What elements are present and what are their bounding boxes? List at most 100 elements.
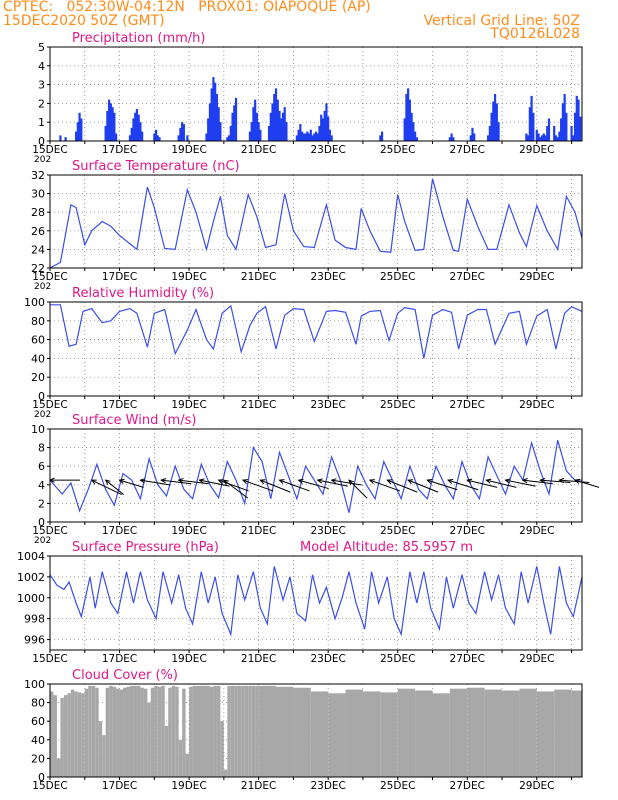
precip-bar: [179, 127, 182, 141]
cloud-bar: [112, 686, 117, 777]
precip-bar: [295, 135, 298, 141]
cloud-bar: [105, 687, 110, 777]
precip-bar: [490, 112, 493, 141]
precip-bar: [302, 133, 305, 141]
y-tick-label: 5: [38, 41, 45, 54]
precip-bar: [309, 129, 312, 141]
precip-bar: [280, 118, 283, 141]
y-tick-label: 1002: [17, 571, 45, 584]
precip-bar: [405, 94, 408, 141]
precip-bar: [108, 99, 111, 141]
x-tick-label: 27DEC: [450, 144, 485, 156]
wind-arrow-shaft: [161, 479, 192, 485]
cloud-bar: [202, 685, 207, 777]
precip-bar: [379, 135, 382, 141]
wind-arrow-shaft: [540, 479, 571, 484]
year-label-fragment: 202: [34, 536, 51, 546]
cloud-bar: [171, 685, 176, 777]
cloud-bar: [415, 690, 433, 777]
x-tick-label: 19DEC: [171, 144, 206, 156]
cloud-bar: [199, 685, 203, 777]
precip-bar: [530, 95, 533, 141]
x-tick-label: 21DEC: [241, 271, 276, 283]
y-tick-label: 4: [38, 60, 45, 73]
precip-bar: [214, 82, 217, 141]
precip-bar: [226, 137, 229, 141]
precip-bar: [579, 116, 582, 141]
cloud-bar: [449, 688, 468, 777]
precip-bar: [269, 112, 272, 141]
panel-title: Relative Humidity (%): [72, 286, 214, 301]
cloud-bar: [241, 685, 245, 777]
precip-bar: [471, 127, 474, 141]
cloud-bar: [397, 688, 416, 777]
x-tick-label: 23DEC: [310, 399, 345, 411]
x-tick-label: 29DEC: [519, 271, 554, 283]
precip-bar: [271, 103, 274, 141]
wind-arrow-head: [104, 479, 111, 485]
cloud-bar: [60, 697, 64, 777]
precip-bar: [283, 107, 286, 141]
panel-frame: [49, 555, 583, 651]
y-tick-label: 8: [38, 442, 45, 455]
precip-bar: [299, 124, 302, 141]
wind-arrow-head: [504, 478, 511, 484]
y-tick-label: 1: [38, 116, 45, 129]
y-tick-label: 996: [24, 634, 45, 647]
x-tick-label: 15DEC: [32, 525, 67, 537]
precip-bar: [328, 129, 332, 141]
cloud-bar: [150, 687, 155, 777]
precip-bar: [448, 137, 451, 141]
cloud-bar: [244, 685, 249, 777]
precip-bar: [542, 133, 545, 141]
cloud-bar: [154, 685, 158, 777]
cloud-bar: [91, 685, 96, 777]
precip-bar: [276, 99, 279, 141]
x-tick-label: 27DEC: [450, 780, 485, 792]
precip-bar: [321, 118, 325, 141]
precip-bar: [469, 135, 472, 141]
precip-bar: [109, 103, 112, 141]
wind-arrow-shaft: [223, 479, 249, 499]
precip-bar: [532, 112, 535, 141]
precip-bar: [304, 133, 307, 141]
precip-bar: [111, 107, 114, 141]
precip-bar: [450, 133, 453, 141]
y-tick-label: 100: [24, 678, 45, 691]
cloud-bar: [276, 686, 294, 777]
precip-bar: [252, 107, 255, 141]
y-tick-label: 80: [31, 315, 45, 328]
wind-arrow-head: [447, 479, 454, 484]
precip-bar: [212, 77, 215, 141]
y-tick-label: 0: [38, 516, 45, 529]
panel-temp: [47, 174, 583, 271]
y-tick-label: 0: [38, 390, 45, 403]
cloud-bar: [328, 693, 346, 777]
cloud-bar: [84, 688, 89, 777]
cloud-bar: [182, 688, 186, 777]
cloud-bar: [362, 691, 381, 777]
cloud-bar: [53, 695, 57, 777]
precip-bar: [413, 131, 417, 141]
cloud-bar: [536, 691, 555, 777]
model-altitude-label: Model Altitude: 85.5957 m: [300, 540, 473, 555]
cloud-bar: [147, 702, 151, 777]
wind-arrow-shaft: [298, 479, 329, 490]
wind-arrow-shaft: [260, 479, 291, 493]
wind-arrow-shaft: [317, 479, 348, 487]
humidity-series-line: [50, 304, 583, 359]
wind-arrow-shaft: [119, 479, 144, 488]
precip-bar: [577, 99, 580, 141]
wind-arrow-shaft: [447, 479, 479, 491]
x-tick-label: 17DEC: [102, 271, 137, 283]
precip-bar: [410, 112, 413, 141]
precip-bar: [80, 118, 83, 141]
y-tick-label: 24: [31, 243, 45, 256]
y-tick-label: 998: [24, 613, 45, 626]
precip-bar: [487, 135, 490, 141]
wind-arrow-head: [198, 478, 205, 484]
cloud-bar: [234, 685, 238, 777]
precip-bar: [135, 109, 139, 141]
cloud-bar: [70, 689, 75, 777]
